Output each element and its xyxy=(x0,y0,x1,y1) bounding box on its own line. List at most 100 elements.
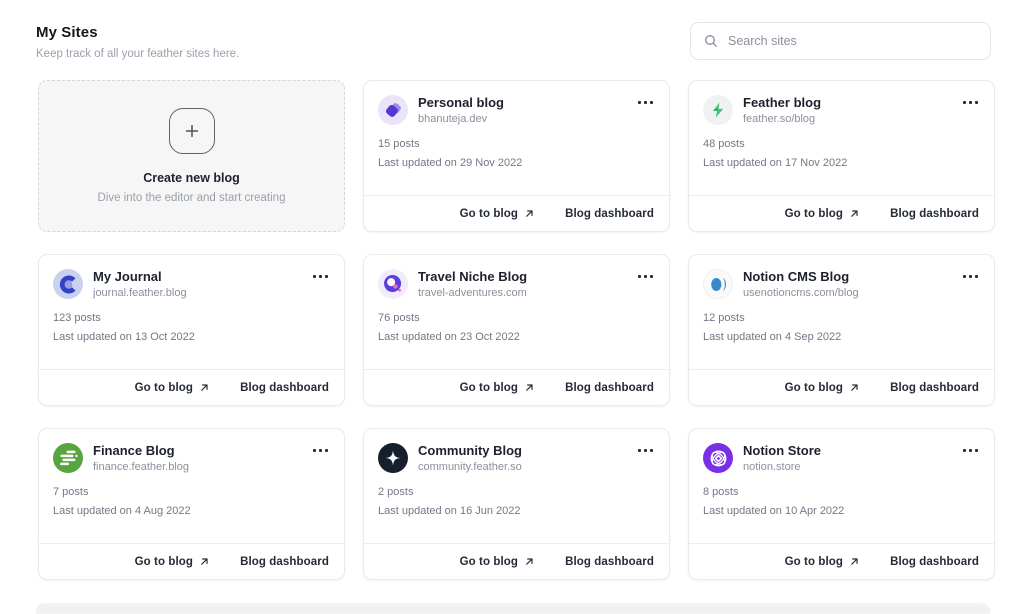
site-card-body: Personal blog bhanuteja.dev 15 posts Las… xyxy=(364,81,669,195)
ellipsis-icon xyxy=(312,449,317,453)
blog-dashboard-link[interactable]: Blog dashboard xyxy=(890,555,979,568)
site-name: Community Blog xyxy=(418,443,522,458)
site-domain: community.feather.so xyxy=(418,461,522,474)
create-new-blog-card[interactable]: Create new blog Dive into the editor and… xyxy=(38,80,345,232)
community-blog-logo xyxy=(378,443,408,473)
card-menu-button[interactable] xyxy=(636,95,655,110)
site-card: Personal blog bhanuteja.dev 15 posts Las… xyxy=(363,80,670,232)
site-card: Feather blog feather.so/blog 48 posts La… xyxy=(688,80,995,232)
posts-count: 15 posts xyxy=(378,138,420,151)
site-card: Finance Blog finance.feather.blog 7 post… xyxy=(38,428,345,580)
site-domain: usenotioncms.com/blog xyxy=(743,287,859,300)
arrow-up-right-icon xyxy=(524,556,535,567)
last-updated: Last updated on 10 Apr 2022 xyxy=(703,505,845,518)
site-card-footer: Go to blog Blog dashboard xyxy=(689,369,994,405)
notion-cms-logo xyxy=(703,269,733,299)
last-updated: Last updated on 13 Oct 2022 xyxy=(53,331,195,344)
card-menu-button[interactable] xyxy=(961,269,980,284)
card-menu-button[interactable] xyxy=(311,269,330,284)
site-card-footer: Go to blog Blog dashboard xyxy=(364,543,669,579)
blog-dashboard-link[interactable]: Blog dashboard xyxy=(240,381,329,394)
arrow-up-right-icon xyxy=(199,556,210,567)
site-name: Notion Store xyxy=(743,443,821,458)
ellipsis-icon xyxy=(962,449,967,453)
site-card: Community Blog community.feather.so 2 po… xyxy=(363,428,670,580)
last-updated: Last updated on 4 Aug 2022 xyxy=(53,505,191,518)
site-card-footer: Go to blog Blog dashboard xyxy=(364,369,669,405)
page-title: My Sites xyxy=(36,24,98,41)
card-menu-button[interactable] xyxy=(311,443,330,458)
site-name: Travel Niche Blog xyxy=(418,269,528,284)
site-card-body: Community Blog community.feather.so 2 po… xyxy=(364,429,669,543)
site-name: My Journal xyxy=(93,269,162,284)
go-to-blog-link[interactable]: Go to blog xyxy=(460,382,535,394)
go-to-blog-link[interactable]: Go to blog xyxy=(135,382,210,394)
site-domain: feather.so/blog xyxy=(743,113,816,126)
posts-count: 8 posts xyxy=(703,486,739,499)
site-name: Feather blog xyxy=(743,95,822,110)
site-card-body: My Journal journal.feather.blog 123 post… xyxy=(39,255,344,369)
next-row-peek xyxy=(36,603,990,614)
ellipsis-icon xyxy=(312,275,317,279)
site-domain: travel-adventures.com xyxy=(418,287,527,300)
blog-dashboard-link[interactable]: Blog dashboard xyxy=(240,555,329,568)
site-domain: notion.store xyxy=(743,461,801,474)
go-to-blog-link[interactable]: Go to blog xyxy=(460,556,535,568)
travel-blog-logo xyxy=(378,269,408,299)
site-card-body: Feather blog feather.so/blog 48 posts La… xyxy=(689,81,994,195)
site-card: Notion Store notion.store 8 posts Last u… xyxy=(688,428,995,580)
last-updated: Last updated on 4 Sep 2022 xyxy=(703,331,842,344)
finance-blog-logo xyxy=(53,443,83,473)
site-card-body: Notion CMS Blog usenotioncms.com/blog 12… xyxy=(689,255,994,369)
posts-count: 123 posts xyxy=(53,312,101,325)
site-name: Notion CMS Blog xyxy=(743,269,850,284)
arrow-up-right-icon xyxy=(849,382,860,393)
blog-dashboard-link[interactable]: Blog dashboard xyxy=(565,207,654,220)
site-card-footer: Go to blog Blog dashboard xyxy=(39,543,344,579)
go-to-blog-link[interactable]: Go to blog xyxy=(785,382,860,394)
site-card-footer: Go to blog Blog dashboard xyxy=(689,195,994,231)
posts-count: 7 posts xyxy=(53,486,89,499)
notion-store-logo xyxy=(703,443,733,473)
last-updated: Last updated on 23 Oct 2022 xyxy=(378,331,520,344)
ellipsis-icon xyxy=(637,449,642,453)
posts-count: 12 posts xyxy=(703,312,745,325)
card-menu-button[interactable] xyxy=(636,443,655,458)
arrow-up-right-icon xyxy=(524,382,535,393)
card-menu-button[interactable] xyxy=(961,443,980,458)
plus-icon xyxy=(168,108,215,154)
site-domain: finance.feather.blog xyxy=(93,461,190,474)
posts-count: 76 posts xyxy=(378,312,420,325)
blog-dashboard-link[interactable]: Blog dashboard xyxy=(890,207,979,220)
site-card-body: Finance Blog finance.feather.blog 7 post… xyxy=(39,429,344,543)
blog-dashboard-link[interactable]: Blog dashboard xyxy=(565,555,654,568)
go-to-blog-link[interactable]: Go to blog xyxy=(135,556,210,568)
blog-dashboard-link[interactable]: Blog dashboard xyxy=(890,381,979,394)
ellipsis-icon xyxy=(962,275,967,279)
last-updated: Last updated on 17 Nov 2022 xyxy=(703,157,848,170)
my-journal-logo xyxy=(53,269,83,299)
site-domain: journal.feather.blog xyxy=(93,287,187,300)
go-to-blog-link[interactable]: Go to blog xyxy=(460,208,535,220)
feather-blog-logo xyxy=(703,95,733,125)
page-header: My Sites Keep track of all your feather … xyxy=(0,0,1024,60)
page-subtitle: Keep track of all your feather sites her… xyxy=(36,48,240,60)
go-to-blog-link[interactable]: Go to blog xyxy=(785,556,860,568)
card-menu-button[interactable] xyxy=(961,95,980,110)
site-card: My Journal journal.feather.blog 123 post… xyxy=(38,254,345,406)
site-card: Travel Niche Blog travel-adventures.com … xyxy=(363,254,670,406)
posts-count: 48 posts xyxy=(703,138,745,151)
search-box[interactable] xyxy=(690,22,991,60)
blog-dashboard-link[interactable]: Blog dashboard xyxy=(565,381,654,394)
card-menu-button[interactable] xyxy=(636,269,655,284)
create-card-title: Create new blog xyxy=(143,171,240,185)
site-card-footer: Go to blog Blog dashboard xyxy=(364,195,669,231)
site-name: Personal blog xyxy=(418,95,504,110)
go-to-blog-link[interactable]: Go to blog xyxy=(785,208,860,220)
ellipsis-icon xyxy=(637,275,642,279)
search-input[interactable] xyxy=(728,34,978,48)
ellipsis-icon xyxy=(637,101,642,105)
posts-count: 2 posts xyxy=(378,486,414,499)
search-icon xyxy=(703,33,719,49)
